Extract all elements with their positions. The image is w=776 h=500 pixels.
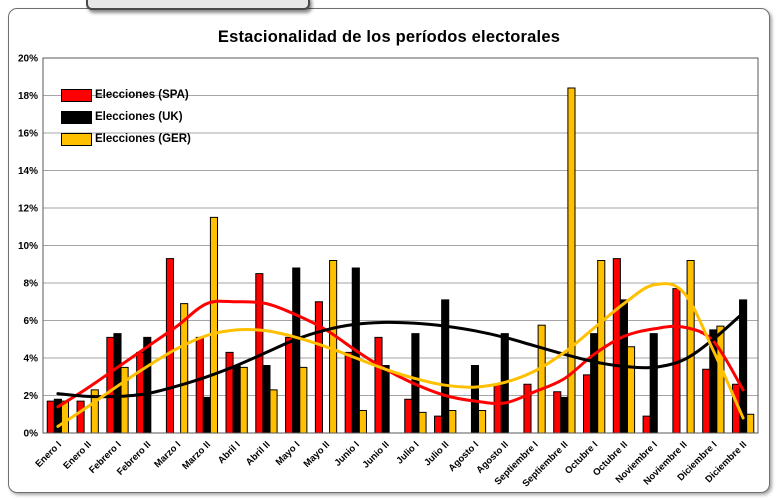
- cropped-toolbar-button[interactable]: [86, 0, 310, 10]
- trendline-eleccionesspa[interactable]: [56, 299, 745, 409]
- y-tick-label: 0%: [24, 429, 39, 440]
- bar-eleccionesuk-11[interactable]: [381, 365, 390, 434]
- y-tick-label: 10%: [18, 241, 38, 252]
- bar-eleccionesuk-18[interactable]: [590, 333, 599, 434]
- bar-eleccionesger-9[interactable]: [329, 260, 338, 434]
- bar-eleccionesger-7[interactable]: [269, 389, 278, 434]
- bar-eleccionesger-8[interactable]: [299, 366, 308, 434]
- bar-eleccionesger-6[interactable]: [239, 366, 248, 434]
- bar-eleccionesspa-6[interactable]: [225, 351, 234, 434]
- y-tick-label: 14%: [18, 166, 38, 177]
- bar-eleccionesger-16[interactable]: [537, 324, 546, 434]
- bar-eleccionesger-5[interactable]: [209, 216, 219, 434]
- x-tick-label: Enero I: [33, 439, 64, 470]
- legend-item-ger[interactable]: Elecciones (GER): [61, 128, 191, 150]
- bar-eleccionesspa-3[interactable]: [136, 351, 145, 434]
- bar-eleccionesspa-1[interactable]: [76, 400, 85, 434]
- chart-panel[interactable]: Estacionalidad de los períodos electoral…: [8, 8, 770, 493]
- bar-eleccionesuk-8[interactable]: [292, 267, 301, 434]
- y-tick-label: 12%: [18, 204, 38, 215]
- bar-eleccionesspa-11[interactable]: [374, 336, 383, 434]
- y-tick-label: 2%: [24, 391, 39, 402]
- bar-eleccionesuk-20[interactable]: [649, 333, 658, 434]
- bar-eleccionesuk-6[interactable]: [232, 365, 241, 434]
- trendline-eleccionesger[interactable]: [56, 282, 745, 428]
- bar-eleccionesspa-17[interactable]: [553, 391, 562, 434]
- x-tick-label: Junio I: [333, 439, 362, 468]
- x-tick-label: Julio II: [422, 439, 451, 468]
- bar-eleccionesger-22[interactable]: [716, 325, 725, 434]
- legend-label-ger: Elecciones (GER): [95, 133, 191, 145]
- bar-eleccionesger-19[interactable]: [626, 346, 636, 434]
- bar-eleccionesger-13[interactable]: [448, 410, 457, 434]
- bar-eleccionesspa-9[interactable]: [314, 301, 323, 434]
- chart-legend[interactable]: Elecciones (SPA) Elecciones (UK) Eleccio…: [61, 84, 191, 150]
- bar-eleccionesger-17[interactable]: [567, 87, 576, 434]
- plot-area[interactable]: 0%2%4%6%8%10%12%14%16%18%20%Enero IEnero…: [9, 9, 769, 492]
- bar-eleccionesuk-17[interactable]: [560, 396, 569, 434]
- bar-eleccionesger-12[interactable]: [418, 411, 427, 434]
- bar-eleccionesspa-16[interactable]: [523, 383, 532, 434]
- chart-title: Estacionalidad de los períodos electoral…: [217, 28, 561, 46]
- x-tick-label: Julio I: [394, 439, 421, 466]
- y-tick-label: 20%: [18, 54, 38, 65]
- bar-eleccionesspa-18[interactable]: [582, 374, 592, 434]
- x-tick-label: Marzo II: [180, 439, 213, 472]
- bar-eleccionesspa-8[interactable]: [285, 336, 294, 434]
- bar-eleccionesspa-2[interactable]: [106, 336, 115, 434]
- bar-eleccionesger-23[interactable]: [746, 413, 755, 434]
- x-tick-label: Abril I: [216, 439, 243, 466]
- bar-eleccionesuk-14[interactable]: [470, 365, 480, 434]
- bar-eleccionesuk-13[interactable]: [441, 299, 450, 434]
- legend-swatch-spa: [61, 88, 92, 102]
- legend-label-spa: Elecciones (SPA): [95, 89, 189, 101]
- y-tick-label: 6%: [24, 316, 39, 327]
- x-tick-label: Abril II: [244, 439, 273, 468]
- bar-eleccionesger-10[interactable]: [358, 410, 367, 434]
- y-tick-label: 16%: [18, 129, 38, 140]
- bar-eleccionesspa-4[interactable]: [165, 258, 175, 434]
- bar-eleccionesger-2[interactable]: [120, 366, 129, 434]
- legend-item-uk[interactable]: Elecciones (UK): [61, 106, 191, 128]
- y-tick-label: 18%: [18, 91, 38, 102]
- y-tick-label: 8%: [24, 279, 39, 290]
- legend-item-spa[interactable]: Elecciones (SPA): [61, 84, 191, 106]
- x-tick-label: Mayo I: [274, 439, 303, 468]
- legend-label-uk: Elecciones (UK): [95, 111, 183, 123]
- bar-eleccionesspa-19[interactable]: [612, 258, 621, 434]
- plot-border: [42, 57, 759, 434]
- bar-eleccionesspa-20[interactable]: [642, 415, 651, 434]
- trendline-eleccionesuk[interactable]: [56, 311, 745, 399]
- bar-eleccionesger-21[interactable]: [686, 260, 695, 434]
- bar-eleccionesspa-0[interactable]: [46, 400, 55, 434]
- x-tick-label: Mayo II: [302, 439, 333, 470]
- bar-eleccionesuk-5[interactable]: [202, 396, 211, 434]
- bar-eleccionesger-0[interactable]: [60, 400, 70, 434]
- bar-eleccionesspa-5[interactable]: [195, 336, 204, 434]
- y-tick-label: 4%: [24, 354, 39, 365]
- bar-eleccionesspa-10[interactable]: [344, 351, 353, 434]
- bar-eleccionesspa-15[interactable]: [493, 383, 502, 434]
- bar-eleccionesger-14[interactable]: [478, 410, 487, 434]
- bar-eleccionesspa-13[interactable]: [434, 415, 443, 434]
- bar-eleccionesspa-12[interactable]: [404, 398, 413, 434]
- bar-eleccionesuk-3[interactable]: [143, 336, 152, 434]
- x-tick-label: Marzo I: [152, 439, 183, 470]
- bar-eleccionesuk-7[interactable]: [262, 365, 271, 434]
- bar-eleccionesspa-22[interactable]: [702, 368, 711, 434]
- legend-swatch-ger: [61, 132, 92, 146]
- legend-swatch-uk: [61, 110, 92, 124]
- x-tick-label: Junio II: [360, 439, 391, 470]
